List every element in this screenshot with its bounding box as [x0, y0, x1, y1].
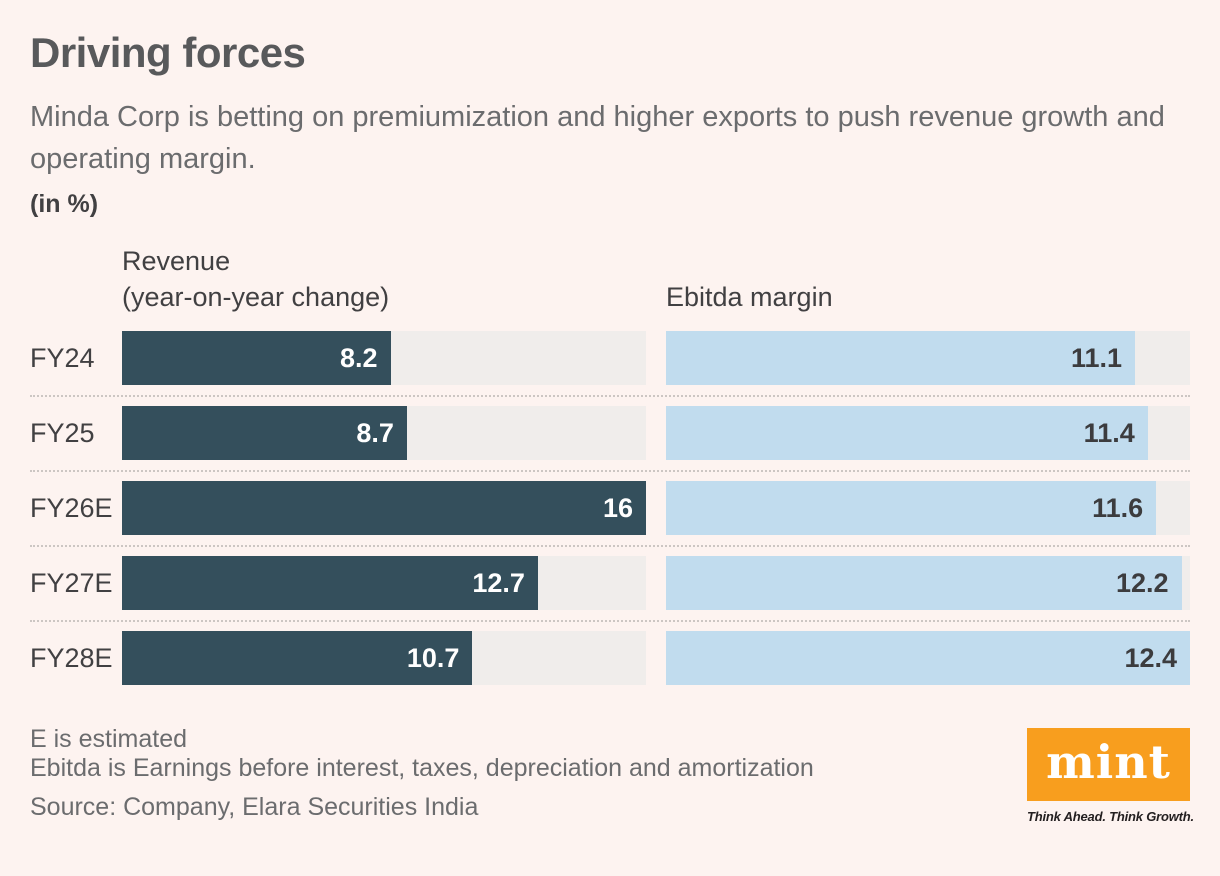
- revenue-value-label: 12.7: [472, 567, 525, 598]
- revenue-value-label: 8.2: [340, 342, 378, 373]
- row-label: FY26E: [30, 492, 113, 523]
- dotted-line: [30, 469, 1190, 472]
- ebitda-value-label: 11.4: [1083, 417, 1135, 448]
- revenue-column-header: Revenue (year-on-year change): [122, 243, 646, 315]
- chart-row: FY26E 16 11.6: [30, 481, 1190, 535]
- revenue-value-label: 8.7: [356, 417, 394, 448]
- ebitda-bar: 11.4: [666, 406, 1148, 460]
- revenue-bar-track: 16: [122, 481, 646, 535]
- row-label: FY24: [30, 342, 95, 373]
- revenue-bar: 16: [122, 481, 646, 535]
- chart-row: FY28E 10.7 12.4: [30, 631, 1190, 685]
- ebitda-column-header: Ebitda margin: [666, 279, 1190, 315]
- revenue-bar: 8.2: [122, 331, 391, 385]
- chart-card: Driving forces Minda Corp is betting on …: [0, 28, 1220, 824]
- row-separator: [30, 610, 1190, 631]
- dotted-line: [30, 394, 1190, 397]
- source-line: Source: Company, Elara Securities India: [30, 793, 479, 821]
- chart-row: FY25 8.7 11.4: [30, 406, 1190, 460]
- revenue-bar-track: 10.7: [122, 631, 646, 685]
- ebitda-bar: 12.2: [666, 556, 1182, 610]
- unit-label: (in %): [30, 190, 99, 218]
- column-headers: Revenue (year-on-year change) Ebitda mar…: [30, 243, 1190, 331]
- mint-logo: mint: [1027, 728, 1190, 801]
- chart-row: FY27E 12.7 12.2: [30, 556, 1190, 610]
- ebitda-bar-track: 11.4: [666, 406, 1190, 460]
- revenue-bar-track: 8.7: [122, 406, 646, 460]
- row-label: FY25: [30, 417, 95, 448]
- chart-rows: FY24 8.2 11.1 FY25 8.7 11.4: [30, 331, 1190, 685]
- row-separator: [30, 460, 1190, 481]
- revenue-header-line1: Revenue: [122, 246, 231, 276]
- row-separator: [30, 385, 1190, 406]
- revenue-bar: 12.7: [122, 556, 538, 610]
- ebitda-bar: 12.4: [666, 631, 1190, 685]
- ebitda-bar-track: 12.4: [666, 631, 1190, 685]
- revenue-bar: 10.7: [122, 631, 473, 685]
- revenue-bar: 8.7: [122, 406, 407, 460]
- chart-row: FY24 8.2 11.1: [30, 331, 1190, 385]
- ebitda-value-label: 12.2: [1115, 567, 1169, 598]
- ebitda-value-label: 11.6: [1092, 492, 1144, 523]
- footnotes: E is estimated Ebitda is Earnings before…: [30, 725, 814, 822]
- revenue-bar-track: 8.2: [122, 331, 646, 385]
- mint-tagline: Think Ahead. Think Growth.: [1027, 809, 1194, 824]
- ebitda-value-label: 11.1: [1071, 342, 1123, 373]
- footnote-estimated: E is estimated: [30, 725, 188, 753]
- ebitda-bar: 11.6: [666, 481, 1157, 535]
- page-title: Driving forces: [30, 29, 306, 76]
- row-separator: [30, 535, 1190, 556]
- ebitda-bar-track: 12.2: [666, 556, 1190, 610]
- revenue-header-line2: (year-on-year change): [122, 282, 390, 312]
- dotted-line: [30, 544, 1190, 547]
- bar-chart: Revenue (year-on-year change) Ebitda mar…: [30, 243, 1190, 685]
- ebitda-value-label: 12.4: [1124, 642, 1177, 673]
- footnote-ebitda: Ebitda is Earnings before interest, taxe…: [30, 754, 814, 782]
- chart-subtitle: Minda Corp is betting on premiumization …: [30, 101, 1165, 175]
- ebitda-bar: 11.1: [666, 331, 1136, 385]
- mint-branding: mint Think Ahead. Think Growth.: [1027, 728, 1194, 824]
- chart-footer: E is estimated Ebitda is Earnings before…: [30, 725, 1194, 824]
- revenue-value-label: 16: [602, 492, 633, 523]
- ebitda-header-line1: Ebitda margin: [666, 282, 833, 312]
- revenue-bar-track: 12.7: [122, 556, 646, 610]
- ebitda-bar-track: 11.1: [666, 331, 1190, 385]
- revenue-value-label: 10.7: [406, 642, 460, 673]
- dotted-line: [30, 619, 1190, 622]
- ebitda-bar-track: 11.6: [666, 481, 1190, 535]
- row-label: FY27E: [30, 567, 113, 598]
- row-label: FY28E: [30, 642, 113, 673]
